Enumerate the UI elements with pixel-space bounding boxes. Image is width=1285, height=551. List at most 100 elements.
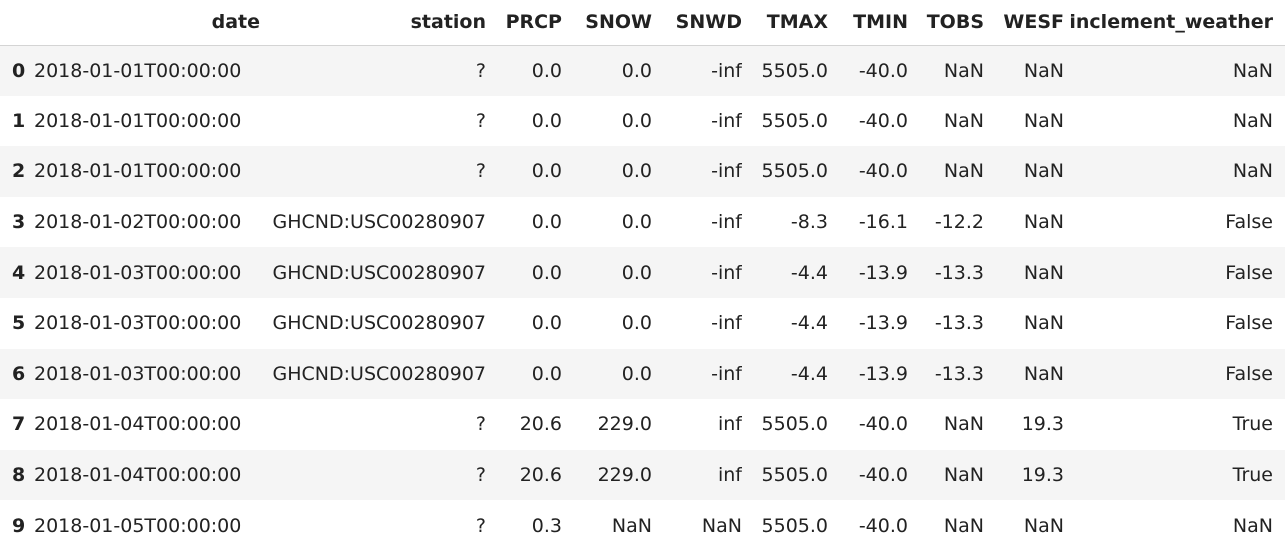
cell-tmin: -13.9 [858, 362, 908, 385]
cell-tmax: 5505.0 [761, 413, 828, 436]
cell-date: 2018-01-02T00:00:00 [34, 211, 242, 234]
cell-inclement-weather: False [1225, 362, 1273, 385]
cell-snow: NaN [611, 514, 652, 537]
cell-snow: 0.0 [621, 59, 652, 82]
cell-prcp: 20.6 [519, 464, 562, 487]
table-body: 0 2018-01-01T00:00:00? 0.0 0.0 -inf 5505.0 -40… [0, 45, 1285, 551]
cell-wesf: NaN [1023, 109, 1064, 132]
table-row: 9 2018-01-05T00:00:00? 0.3 NaN NaN 5505.0 -40.… [0, 500, 1285, 551]
cell-wesf: NaN [1023, 160, 1064, 183]
column-header-station: station [260, 0, 486, 46]
cell-snwd: -inf [711, 109, 742, 132]
row-index: 3 [12, 211, 26, 234]
row-index: 6 [12, 362, 26, 385]
cell-tobs: NaN [943, 413, 984, 436]
cell-prcp: 0.0 [531, 312, 562, 335]
cell-snwd: NaN [701, 514, 742, 537]
cell-tmax: 5505.0 [761, 59, 828, 82]
cell-station: ? [475, 160, 486, 183]
cell-inclement-weather: False [1225, 211, 1273, 234]
table-row: 7 2018-01-04T00:00:00? 20.6 229.0 inf 5505.0 -… [0, 399, 1285, 450]
header-row: date station PRCP SNOW SNWD TMAX TMIN TO… [0, 0, 1285, 46]
cell-tmax: 5505.0 [761, 160, 828, 183]
row-index: 2 [12, 160, 26, 183]
row-index: 1 [12, 109, 26, 132]
cell-tmin: -40.0 [858, 59, 908, 82]
cell-wesf: NaN [1023, 59, 1064, 82]
table-row: 3 2018-01-02T00:00:00 GHCND:USC00280907 0.0… [0, 197, 1285, 248]
row-index: 0 [12, 59, 26, 82]
cell-snwd: -inf [711, 362, 742, 385]
cell-tobs: NaN [943, 59, 984, 82]
cell-tobs: -13.3 [934, 312, 984, 335]
cell-station: ? [475, 464, 486, 487]
cell-tobs: NaN [943, 109, 984, 132]
cell-inclement-weather: NaN [1232, 59, 1273, 82]
cell-tmax: -4.4 [790, 362, 828, 385]
cell-tmax: 5505.0 [761, 514, 828, 537]
cell-snow: 0.0 [621, 109, 652, 132]
column-header-prcp: PRCP [486, 0, 562, 46]
cell-inclement-weather: NaN [1232, 160, 1273, 183]
cell-tobs: -13.3 [934, 362, 984, 385]
cell-date: 2018-01-01T00:00:00 [34, 160, 242, 183]
cell-tmin: -13.9 [858, 261, 908, 284]
cell-inclement-weather: False [1225, 312, 1273, 335]
cell-station: ? [475, 59, 486, 82]
cell-snwd: -inf [711, 59, 742, 82]
cell-tobs: -13.3 [934, 261, 984, 284]
cell-tmax: -4.4 [790, 261, 828, 284]
cell-tmin: -40.0 [858, 109, 908, 132]
cell-prcp: 0.0 [531, 211, 562, 234]
cell-date: 2018-01-01T00:00:00 [34, 59, 242, 82]
column-header-date: date [34, 0, 260, 46]
cell-inclement-weather: NaN [1232, 514, 1273, 537]
cell-date: 2018-01-03T00:00:00 [34, 261, 242, 284]
cell-snow: 0.0 [621, 211, 652, 234]
cell-date: 2018-01-03T00:00:00 [34, 312, 242, 335]
table-row: 8 2018-01-04T00:00:00? 20.6 229.0 inf 5505.0 -… [0, 449, 1285, 501]
cell-snwd: -inf [711, 211, 742, 234]
column-header-inclement-weather: inclement_weather [1064, 0, 1285, 46]
cell-snow: 229.0 [597, 413, 652, 436]
cell-snow: 0.0 [621, 362, 652, 385]
cell-tmin: -40.0 [858, 413, 908, 436]
cell-snow: 229.0 [597, 464, 652, 487]
row-index: 7 [12, 413, 26, 436]
column-header-tmax: TMAX [742, 0, 828, 46]
cell-wesf: 19.3 [1021, 413, 1064, 436]
row-index: 5 [12, 312, 26, 335]
index-header [0, 0, 34, 46]
cell-prcp: 0.0 [531, 59, 562, 82]
cell-station: ? [475, 109, 486, 132]
cell-prcp: 0.0 [531, 261, 562, 284]
cell-date: 2018-01-05T00:00:00 [34, 514, 242, 537]
table-row: 2 2018-01-01T00:00:00? 0.0 0.0 -inf 5505.0 -40… [0, 146, 1285, 197]
cell-station: ? [475, 413, 486, 436]
cell-station: GHCND:USC00280907 [272, 362, 486, 385]
cell-snwd: inf [717, 464, 742, 487]
cell-tmax: 5505.0 [761, 464, 828, 487]
cell-prcp: 20.6 [519, 413, 562, 436]
cell-snwd: -inf [711, 160, 742, 183]
cell-station: GHCND:USC00280907 [272, 211, 486, 234]
table-row: 0 2018-01-01T00:00:00? 0.0 0.0 -inf 5505.0 -40… [0, 45, 1285, 96]
cell-prcp: 0.3 [531, 514, 562, 537]
row-index: 4 [12, 261, 26, 284]
cell-wesf: 19.3 [1021, 464, 1064, 487]
cell-prcp: 0.0 [531, 109, 562, 132]
cell-tobs: NaN [943, 160, 984, 183]
cell-snwd: inf [717, 413, 742, 436]
cell-station: GHCND:USC00280907 [272, 312, 486, 335]
cell-wesf: NaN [1023, 514, 1064, 537]
cell-snow: 0.0 [621, 261, 652, 284]
row-index: 9 [12, 514, 26, 537]
table-row: 4 2018-01-03T00:00:00 GHCND:USC00280907 0.0… [0, 247, 1285, 298]
cell-prcp: 0.0 [531, 160, 562, 183]
column-header-tmin: TMIN [828, 0, 908, 46]
cell-wesf: NaN [1023, 312, 1064, 335]
cell-tmin: -16.1 [858, 211, 908, 234]
column-header-snow: SNOW [562, 0, 652, 46]
table-header: date station PRCP SNOW SNWD TMAX TMIN TO… [0, 0, 1285, 46]
